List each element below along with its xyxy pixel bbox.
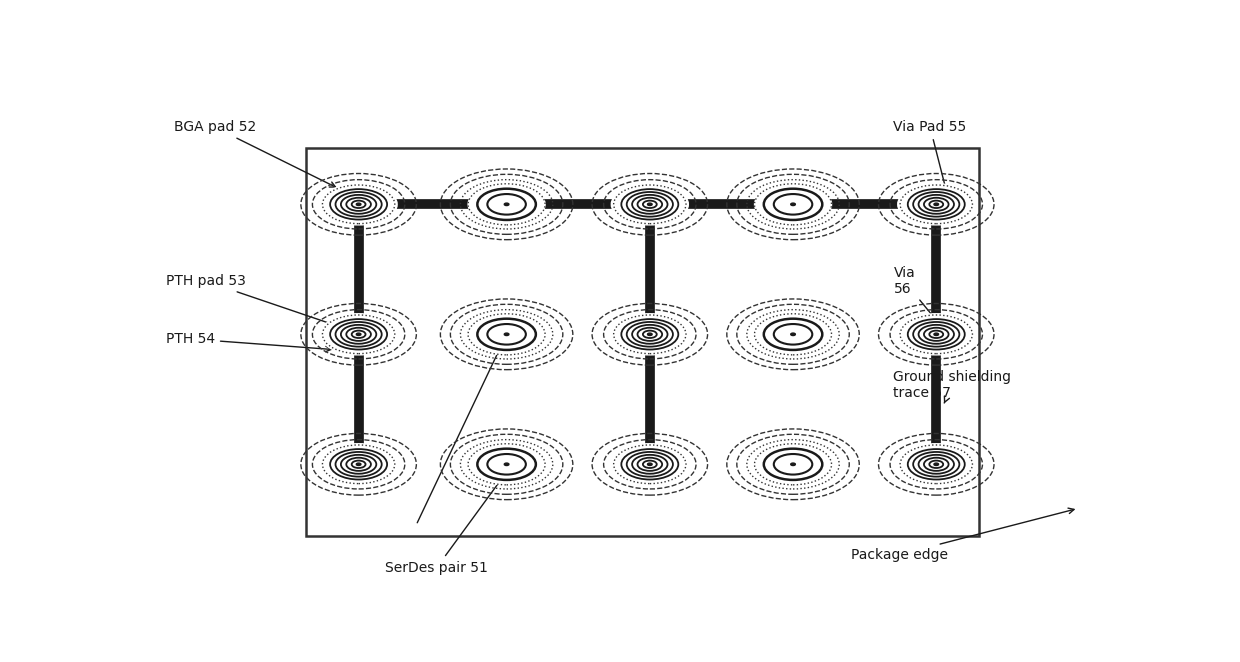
Text: Via Pad 55: Via Pad 55: [894, 120, 967, 193]
Ellipse shape: [934, 203, 939, 206]
Ellipse shape: [647, 333, 652, 336]
Ellipse shape: [755, 314, 832, 355]
Ellipse shape: [505, 333, 508, 336]
Ellipse shape: [755, 444, 832, 485]
Ellipse shape: [487, 194, 526, 214]
Ellipse shape: [898, 184, 975, 225]
Text: SerDes pair 51: SerDes pair 51: [386, 475, 503, 575]
Ellipse shape: [647, 203, 652, 206]
Ellipse shape: [356, 203, 361, 206]
Text: PTH pad 53: PTH pad 53: [166, 274, 335, 326]
Text: Ground shielding
trace 57: Ground shielding trace 57: [894, 370, 1012, 403]
Text: Via
56: Via 56: [894, 266, 945, 331]
Ellipse shape: [611, 314, 688, 355]
Ellipse shape: [487, 324, 526, 345]
Ellipse shape: [356, 463, 361, 465]
Ellipse shape: [356, 333, 361, 336]
Ellipse shape: [320, 184, 397, 225]
Ellipse shape: [774, 194, 812, 214]
Ellipse shape: [505, 463, 508, 465]
Ellipse shape: [774, 324, 812, 345]
Ellipse shape: [469, 184, 546, 225]
Ellipse shape: [755, 184, 832, 225]
Ellipse shape: [791, 463, 795, 465]
Ellipse shape: [934, 333, 939, 336]
Ellipse shape: [320, 444, 397, 485]
Text: BGA pad 52: BGA pad 52: [174, 120, 336, 187]
Ellipse shape: [611, 184, 688, 225]
Ellipse shape: [898, 444, 975, 485]
Ellipse shape: [898, 314, 975, 355]
Ellipse shape: [469, 314, 546, 355]
Ellipse shape: [611, 444, 688, 485]
Ellipse shape: [647, 463, 652, 465]
Ellipse shape: [505, 203, 508, 206]
Ellipse shape: [320, 314, 397, 355]
Ellipse shape: [774, 454, 812, 475]
Ellipse shape: [791, 333, 795, 336]
Bar: [306, 148, 980, 536]
Ellipse shape: [791, 203, 795, 206]
Ellipse shape: [487, 454, 526, 475]
Ellipse shape: [934, 463, 939, 465]
Ellipse shape: [469, 444, 546, 485]
Text: PTH 54: PTH 54: [166, 332, 331, 352]
Text: Package edge: Package edge: [851, 508, 1074, 561]
